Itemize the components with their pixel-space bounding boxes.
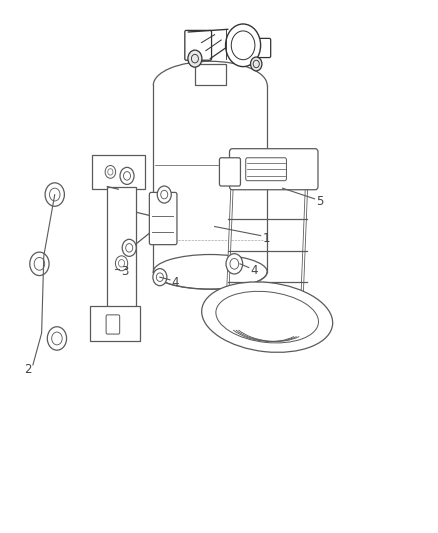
FancyBboxPatch shape xyxy=(152,76,268,276)
Text: 5: 5 xyxy=(316,195,324,208)
FancyBboxPatch shape xyxy=(246,158,286,181)
Circle shape xyxy=(47,327,67,350)
Circle shape xyxy=(120,167,134,184)
Circle shape xyxy=(226,24,261,67)
Circle shape xyxy=(226,254,243,274)
Text: 3: 3 xyxy=(121,265,128,278)
Ellipse shape xyxy=(153,255,267,289)
Text: 4: 4 xyxy=(171,276,179,289)
Circle shape xyxy=(115,256,128,271)
Circle shape xyxy=(153,269,167,286)
Circle shape xyxy=(30,252,49,276)
FancyBboxPatch shape xyxy=(230,149,318,190)
FancyBboxPatch shape xyxy=(92,155,145,189)
Text: 2: 2 xyxy=(24,363,32,376)
Circle shape xyxy=(122,239,136,256)
Circle shape xyxy=(45,183,64,206)
Circle shape xyxy=(251,57,262,71)
FancyBboxPatch shape xyxy=(107,187,136,314)
Text: 4: 4 xyxy=(251,264,258,277)
FancyBboxPatch shape xyxy=(106,315,120,334)
Circle shape xyxy=(188,50,202,67)
FancyBboxPatch shape xyxy=(257,38,271,58)
Ellipse shape xyxy=(201,282,333,352)
FancyBboxPatch shape xyxy=(185,30,212,60)
FancyBboxPatch shape xyxy=(195,64,226,85)
Circle shape xyxy=(105,165,116,178)
FancyBboxPatch shape xyxy=(219,158,240,186)
Text: 1: 1 xyxy=(263,232,270,245)
Ellipse shape xyxy=(216,292,318,343)
FancyBboxPatch shape xyxy=(149,192,177,245)
FancyBboxPatch shape xyxy=(90,306,140,341)
Circle shape xyxy=(157,186,171,203)
